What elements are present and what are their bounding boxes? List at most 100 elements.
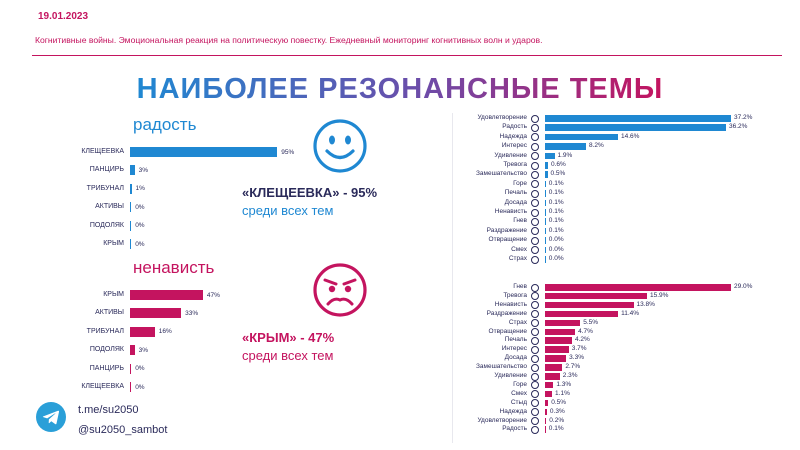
joy-callout-rest: среди всех тем [242, 203, 334, 218]
emotion-bar [545, 292, 647, 300]
hate-topics-chart: КРЫМ 47% АКТИВЫ 33% ТРИБУНАЛ 16% ПОДОЛЯК 3% ПАНЦ… [0, 290, 330, 400]
emotion-bar [545, 355, 567, 362]
emotion-bar [545, 426, 546, 433]
emotion-bar [545, 390, 553, 398]
emotion-value-label: 0.3% [549, 407, 565, 415]
emotion-bar [545, 408, 547, 416]
topic-bar [130, 147, 278, 157]
topic-value-label: 0% [135, 383, 145, 391]
emotion-bar [545, 417, 547, 424]
emotion-face-icon [531, 152, 539, 161]
emotion-bar [545, 328, 576, 335]
emotion-label: Горе [513, 179, 527, 187]
emotion-value-label: 0.1% [548, 217, 564, 225]
emotion-label: Страх [508, 318, 527, 326]
topic-value-label: 1% [135, 185, 145, 193]
topic-bar [130, 183, 132, 194]
topic-value-label: 33% [185, 309, 199, 317]
joy-section-label: радость [133, 115, 197, 134]
header-divider [32, 55, 782, 56]
topic-value-label: 95% [281, 148, 295, 156]
page-subtitle: Когнитивные войны. Эмоциональная реакция… [35, 35, 543, 45]
emotion-value-label: 0.0% [548, 255, 564, 262]
hate-callout: «КРЫМ» - 47% среди всех тем [242, 329, 334, 365]
emotion-label: Замешательство [475, 363, 527, 371]
emotion-label: Надежда [499, 132, 527, 140]
emotion-face-icon [531, 363, 539, 372]
emotion-face-icon [531, 310, 539, 319]
emotion-value-label: 8.2% [589, 142, 604, 150]
emotion-value-label: 29.0% [734, 283, 753, 290]
emotion-label: Раздражение [486, 226, 527, 234]
emotion-value-label: 0.1% [548, 425, 564, 433]
emotion-label: Страх [508, 255, 527, 262]
topic-value-label: 0% [135, 222, 145, 230]
emotion-face-icon [531, 319, 539, 328]
emotion-label: Смех [511, 245, 527, 253]
emotion-label: Тревога [503, 291, 527, 299]
topic-label: КРЫМ [103, 240, 124, 247]
date-label: 19.01.2023 [38, 11, 89, 22]
joy-callout-topic: «КЛЕЩЕЕВКА» [242, 185, 340, 200]
telegram-icon[interactable] [36, 402, 66, 432]
emotion-value-label: 36.2% [729, 123, 748, 131]
emotion-face-icon [531, 301, 539, 310]
emotion-face-icon [531, 292, 539, 301]
emotion-label: Печаль [504, 189, 527, 197]
emotion-value-label: 1.3% [556, 380, 572, 388]
topic-value-label: 0% [135, 240, 145, 248]
topic-bar [130, 202, 132, 213]
emotion-value-label: 4.7% [578, 327, 593, 335]
emotion-bar [545, 284, 731, 291]
emotion-face-icon [531, 246, 539, 255]
emotion-value-label: 2.3% [562, 372, 578, 379]
emotion-value-label: 1.9% [557, 151, 573, 159]
topic-label: ПОДОЛЯК [89, 221, 124, 229]
emotion-face-icon [531, 425, 539, 434]
topic-bar [130, 345, 135, 356]
topic-bar [130, 239, 132, 249]
topic-label: ТРИБУНАЛ [86, 184, 124, 192]
emotion-bar [545, 319, 581, 327]
emotion-face-icon [531, 283, 539, 292]
emotion-value-label: 4.2% [574, 336, 590, 344]
topic-value-label: 0% [135, 203, 145, 211]
emotion-value-label: 0.1% [548, 208, 564, 215]
emotion-bar [545, 227, 546, 235]
emotion-value-label: 0.1% [548, 226, 564, 234]
emotion-face-icon [531, 372, 539, 381]
emotion-bar [545, 337, 572, 344]
emotion-label: Радость [502, 425, 527, 433]
emotion-bar [545, 171, 548, 178]
emotion-face-icon [531, 189, 539, 198]
topic-bar [130, 165, 135, 176]
emotion-bar [545, 162, 548, 169]
emotion-face-icon [531, 208, 539, 217]
emotion-bar [545, 180, 546, 188]
emotion-label: Гнев [513, 217, 527, 225]
joy-callout-pct: - 95% [339, 185, 378, 200]
telegram-channel-link[interactable]: t.me/su2050 [78, 404, 139, 416]
topic-label: КЛЕЩЕЕВКА [81, 383, 124, 390]
emotion-value-label: 15.9% [649, 291, 669, 299]
emotion-face-icon [531, 142, 539, 151]
emotion-label: Тревога [503, 161, 527, 168]
emotion-face-icon [531, 170, 539, 179]
emotion-face-icon [531, 328, 539, 336]
emotion-face-icon [531, 255, 539, 264]
telegram-bot-link[interactable]: @su2050_sambot [78, 424, 168, 436]
emotion-bar [545, 381, 554, 389]
emotion-bar [545, 133, 618, 141]
emotion-value-label: 3.7% [571, 345, 587, 353]
emotion-label: Ненависть [494, 300, 527, 308]
emotion-label: Печаль [504, 336, 527, 344]
emotion-bar [545, 152, 555, 160]
emotion-value-label: 1.1% [555, 389, 570, 397]
emotion-value-label: 0.0% [548, 236, 564, 244]
emotion-label: Стыд [510, 398, 527, 406]
emotion-bar [545, 364, 563, 371]
emotion-bar [545, 190, 546, 197]
emotion-bar [545, 246, 546, 254]
emotion-bar [545, 310, 619, 318]
emotion-face-icon [531, 354, 539, 363]
